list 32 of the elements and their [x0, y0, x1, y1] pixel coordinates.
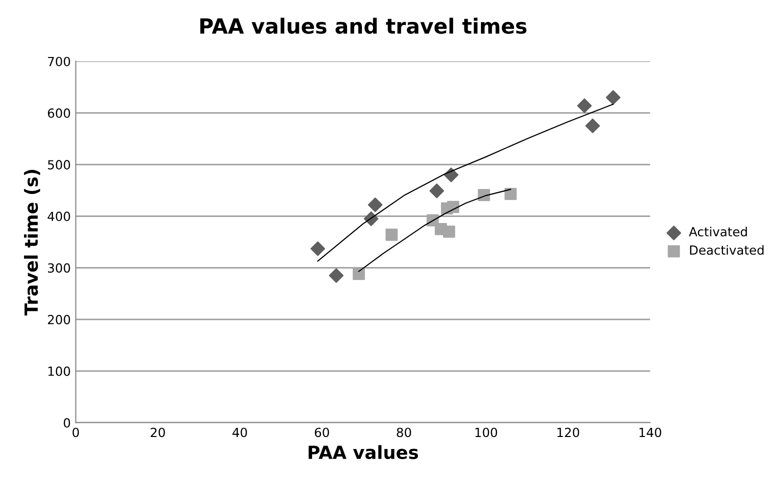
y-tick-label: 0 — [64, 418, 70, 428]
y-tick-label: 100 — [48, 366, 70, 376]
x-tick-label: 100 — [475, 428, 498, 438]
point — [606, 90, 620, 105]
point — [577, 98, 592, 114]
y-tick-label: 200 — [48, 314, 70, 324]
legend-label: Activated — [688, 226, 747, 236]
y-tick-label: 600 — [48, 108, 70, 118]
point — [310, 241, 326, 256]
x-axis-title: PAA values — [308, 445, 418, 460]
point — [504, 188, 517, 200]
x-tick-label: 140 — [640, 428, 662, 438]
point — [443, 226, 456, 238]
x-tick-label: 40 — [232, 428, 247, 438]
point — [585, 118, 600, 134]
point — [386, 228, 398, 241]
point — [368, 198, 383, 212]
x-tick-label: 20 — [150, 428, 165, 438]
y-tick-label: 700 — [48, 56, 70, 66]
y-axis-title: Travel time (s) — [24, 170, 40, 316]
point — [352, 268, 365, 280]
x-tick-label: 120 — [557, 428, 580, 438]
y-tick-label: 500 — [48, 160, 70, 170]
point — [429, 184, 444, 198]
y-tick-label: 400 — [48, 212, 70, 222]
x-tick-label: 60 — [314, 428, 330, 438]
point — [328, 268, 344, 283]
x-tick-label: 80 — [396, 428, 412, 438]
x-tick-label: 0 — [72, 428, 79, 438]
y-tick-label: 300 — [48, 263, 70, 273]
chart-title: PAA values and travel times — [200, 18, 526, 34]
legend-label: Deactivated — [690, 245, 764, 255]
